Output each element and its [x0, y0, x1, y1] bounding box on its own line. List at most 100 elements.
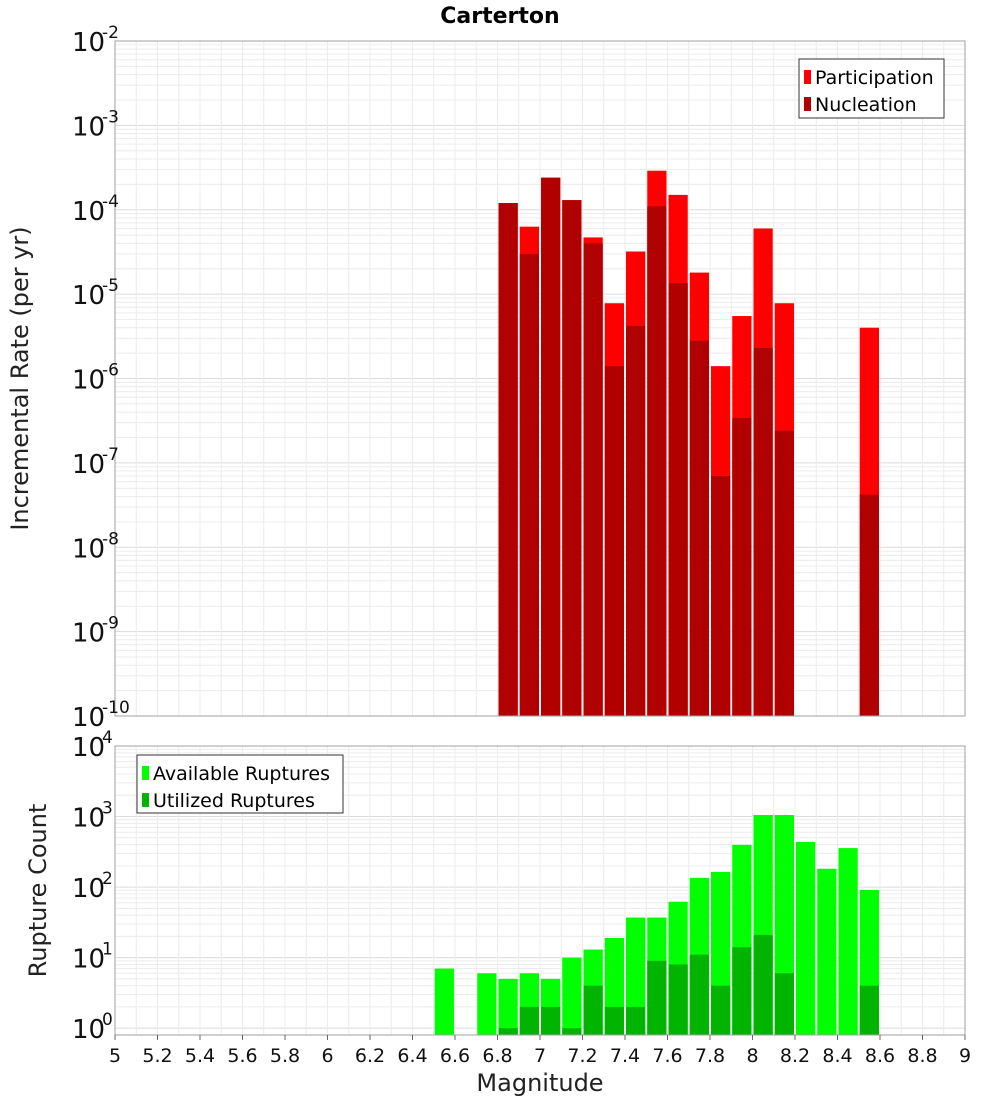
- y-axis-label: Rupture Count: [24, 804, 52, 978]
- x-tick-label: 5.8: [270, 1045, 300, 1067]
- y-tick-label: 10-2: [72, 23, 119, 58]
- x-tick-label: 9: [959, 1045, 971, 1067]
- y-tick-base: 10: [72, 945, 105, 975]
- y-tick-exp: 1: [102, 940, 113, 960]
- bar: [796, 841, 816, 1035]
- bar: [583, 985, 603, 1035]
- bar: [562, 1028, 582, 1035]
- bar: [838, 848, 858, 1035]
- x-tick-label: 8.2: [780, 1045, 810, 1067]
- y-tick-base: 10: [72, 534, 105, 564]
- bars: [434, 815, 879, 1035]
- bar: [647, 960, 667, 1035]
- legend-swatch: [804, 97, 811, 111]
- bar: [647, 206, 667, 716]
- y-tick-label: 10-7: [72, 445, 119, 480]
- y-tick-exp: 2: [102, 869, 113, 889]
- bar: [626, 325, 646, 716]
- y-tick-exp: -10: [102, 698, 130, 718]
- bar: [498, 203, 518, 716]
- bar: [668, 283, 688, 716]
- x-tick-label: 6: [321, 1045, 333, 1067]
- bar: [519, 253, 539, 716]
- legend-frame: [136, 754, 344, 814]
- bar: [774, 430, 794, 716]
- bar: [498, 1028, 518, 1035]
- y-tick-label: 10-9: [72, 614, 119, 649]
- y-tick-base: 10: [72, 281, 105, 311]
- x-axis-label: Magnitude: [476, 1069, 603, 1097]
- y-tick-base: 10: [72, 619, 105, 649]
- bar: [434, 968, 454, 1035]
- bar: [583, 243, 603, 717]
- bar: [562, 957, 582, 1035]
- y-tick-label: 102: [72, 869, 113, 904]
- legend-swatch: [142, 793, 149, 807]
- legend: Available Ruptures Utilized Ruptures: [136, 754, 344, 814]
- y-tick-label: 10-10: [72, 698, 130, 733]
- y-tick-base: 10: [72, 804, 105, 834]
- x-tick-label: 7.6: [652, 1045, 682, 1067]
- x-tick-label: 6.6: [440, 1045, 470, 1067]
- bar: [711, 985, 731, 1035]
- y-tick-label: 10-5: [72, 276, 119, 311]
- bar: [732, 418, 752, 716]
- y-tick-label: 103: [72, 799, 113, 834]
- y-tick-label: 104: [72, 728, 113, 763]
- legend-entry: Utilized Ruptures: [153, 790, 315, 812]
- bars: [498, 170, 879, 717]
- bar: [541, 177, 561, 716]
- y-tick-base: 10: [72, 450, 105, 480]
- bar: [817, 868, 837, 1035]
- bar: [668, 964, 688, 1035]
- x-tick-label: 8.8: [907, 1045, 937, 1067]
- bar: [604, 1006, 624, 1035]
- top-panel: 10-1010-910-810-710-610-510-410-310-2Inc…: [6, 23, 966, 733]
- bar: [689, 340, 709, 716]
- legend-entry: Available Ruptures: [153, 763, 330, 785]
- bar: [859, 494, 879, 716]
- series-1: [498, 934, 879, 1035]
- bar: [753, 934, 773, 1035]
- bar: [774, 973, 794, 1035]
- bar: [541, 1006, 561, 1035]
- x-tick-label: 7.8: [695, 1045, 725, 1067]
- bar: [519, 1006, 539, 1035]
- y-tick-label: 10-3: [72, 107, 119, 142]
- bar: [711, 475, 731, 716]
- y-tick-label: 101: [72, 940, 113, 975]
- x-tick-label: 7.4: [610, 1045, 640, 1067]
- legend: Participation Nucleation: [798, 58, 945, 119]
- plot-frame: [114, 40, 966, 717]
- y-tick-base: 10: [72, 366, 105, 396]
- y-tick-exp: -2: [102, 23, 119, 43]
- y-tick-exp: -3: [102, 107, 119, 127]
- y-tick-exp: -8: [102, 529, 119, 549]
- bar: [753, 347, 773, 716]
- y-tick-label: 10-4: [72, 192, 119, 227]
- y-tick-base: 10: [72, 874, 105, 904]
- bar: [689, 954, 709, 1035]
- y-tick-base: 10: [72, 197, 105, 227]
- chart-title: Carterton: [440, 4, 559, 29]
- y-tick-label: 100: [72, 1010, 113, 1045]
- y-tick-exp: -7: [102, 445, 119, 465]
- series-1: [498, 177, 879, 717]
- x-tick-label: 7: [534, 1045, 546, 1067]
- bar: [604, 366, 624, 716]
- x-tick-label: 5: [109, 1045, 121, 1067]
- x-tick-label: 8.6: [865, 1045, 895, 1067]
- y-tick-exp: -5: [102, 276, 119, 296]
- bar: [626, 1006, 646, 1035]
- y-tick-label: 10-8: [72, 529, 119, 564]
- legend-swatch: [142, 766, 149, 780]
- bar: [626, 917, 646, 1035]
- x-tick-label: 6.4: [397, 1045, 427, 1067]
- y-tick-base: 10: [72, 28, 105, 58]
- y-tick-base: 10: [72, 112, 105, 142]
- legend-entry: Nucleation: [815, 94, 917, 116]
- y-axis-label: Incremental Rate (per yr): [6, 226, 34, 530]
- grid: [114, 40, 966, 717]
